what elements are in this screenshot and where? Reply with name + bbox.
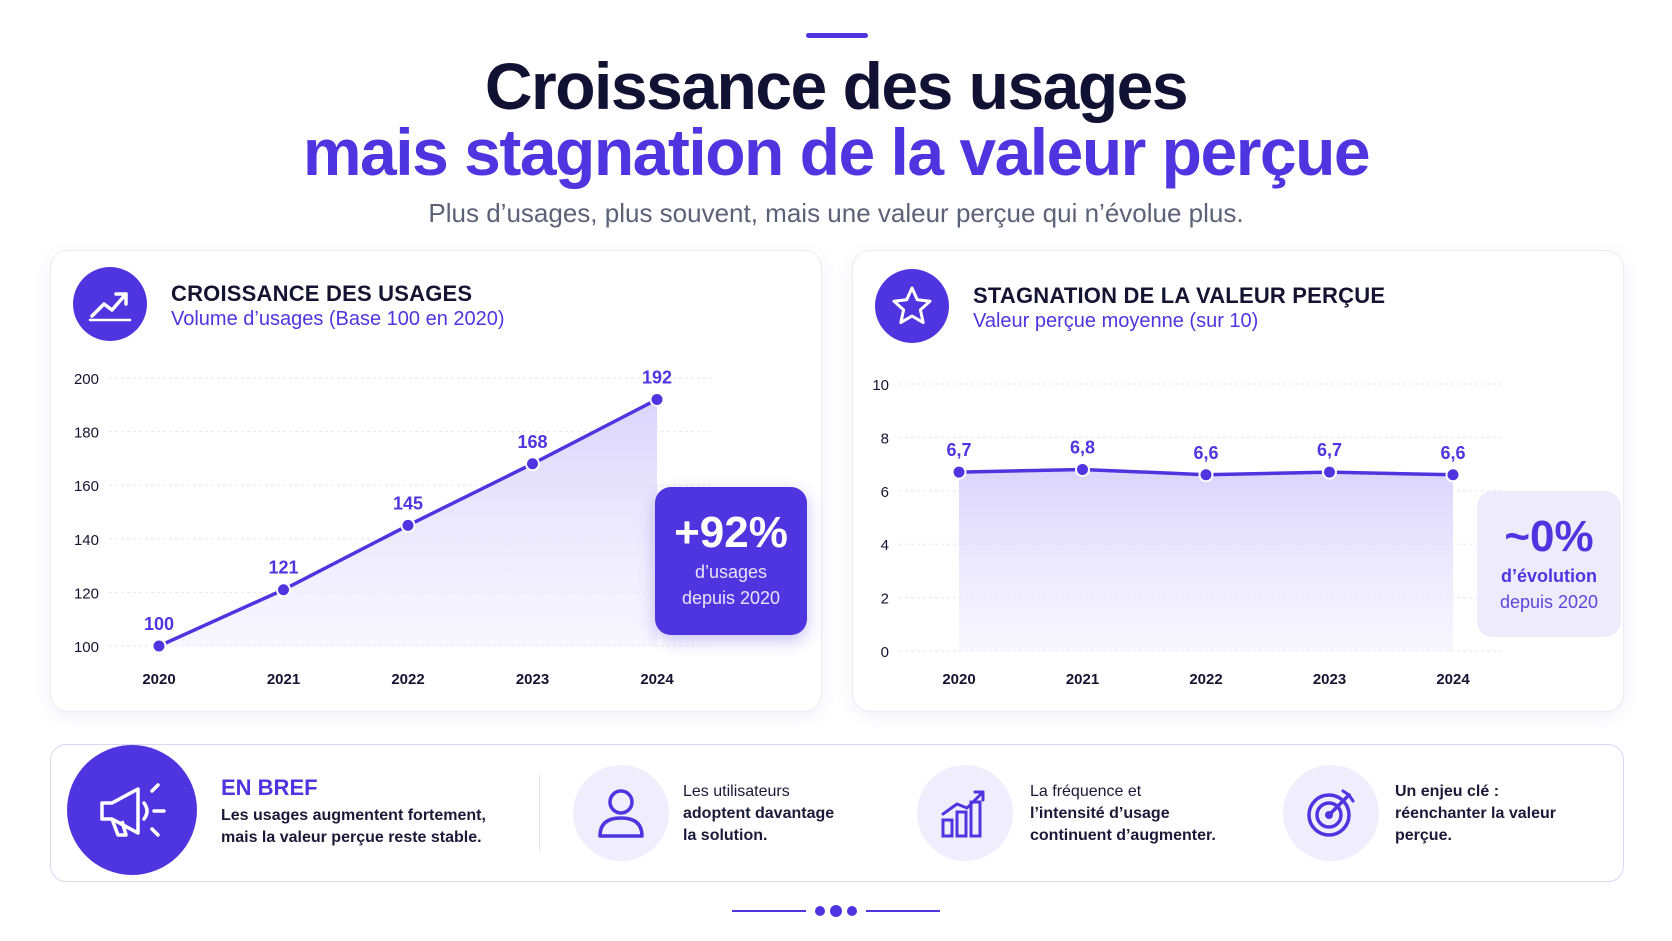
- value-x-tick-label: 2022: [1189, 671, 1222, 688]
- value-stat-label-2: depuis 2020: [1499, 592, 1599, 612]
- usage-y-tick-label: 180: [74, 425, 99, 442]
- usage-stat-label-2: depuis 2020: [681, 588, 781, 608]
- usage-y-tick-label: 140: [74, 532, 99, 549]
- value-data-label: 6,6: [1440, 443, 1465, 463]
- usage-stat-label-1: d’usages: [694, 562, 768, 582]
- trending-up-icon: [73, 267, 147, 341]
- usage-data-point: [525, 456, 540, 472]
- usage-data-point: [649, 391, 665, 407]
- value-line-chart: 0 2 4 6 8 10 6,7 2020 6,8 2021 6,6 2022 6,7 2023 6,6 20…: [872, 377, 1503, 688]
- summary-bar: EN BREF Les usages augmentent fortement,…: [50, 744, 1624, 882]
- usage-data-label: 145: [393, 493, 423, 513]
- usage-data-point: [400, 517, 416, 533]
- value-data-label: 6,7: [946, 440, 971, 460]
- summary-point-2: La fréquence et l’intensité d’usage cont…: [1030, 781, 1230, 847]
- page-subtitle: Plus d’usages, plus souvent, mais une va…: [428, 198, 1244, 228]
- value-data-point: [1198, 467, 1214, 483]
- summary-point-2-line1: La fréquence et: [1030, 783, 1142, 800]
- value-y-tick-label: 2: [881, 591, 889, 608]
- page-title-line1: Croissance des usages: [484, 49, 1189, 123]
- usage-data-label: 192: [642, 367, 672, 387]
- value-card-subtitle: Valeur perçue moyenne (sur 10): [973, 310, 1259, 332]
- usage-area-chart: 100 120 140 160 180 200 100 2020 121 2021 145 2022 1…: [74, 367, 711, 688]
- summary-point-3-line2: réenchanter la valeur: [1395, 805, 1556, 822]
- megaphone-icon: [67, 745, 197, 875]
- target-icon: [1283, 765, 1379, 861]
- summary-divider: [539, 775, 540, 851]
- value-x-tick-label: 2021: [1066, 671, 1099, 688]
- value-y-tick-label: 0: [881, 644, 889, 661]
- value-data-point: [951, 464, 967, 480]
- usage-x-tick-label: 2023: [516, 671, 549, 688]
- value-x-tick-label: 2023: [1313, 671, 1346, 688]
- user-icon: [573, 765, 669, 861]
- usage-x-tick-label: 2020: [142, 671, 175, 688]
- summary-point-1-line1: Les utilisateurs: [683, 783, 790, 800]
- value-y-tick-label: 10: [872, 377, 889, 394]
- star-icon: [875, 269, 949, 343]
- usage-stat-value: +92%: [674, 508, 788, 557]
- usage-y-tick-label: 120: [74, 585, 99, 602]
- value-data-label: 6,8: [1070, 437, 1095, 457]
- value-data-label: 6,6: [1193, 443, 1218, 463]
- summary-title: EN BREF: [221, 775, 318, 800]
- value-stat-badge: ~0% d’évolution depuis 2020: [1477, 491, 1621, 637]
- summary-point-3: Un enjeu clé : réenchanter la valeur per…: [1395, 781, 1595, 847]
- value-y-tick-label: 6: [881, 484, 889, 501]
- usage-x-tick-label: 2024: [640, 671, 674, 688]
- bar-chart-growth-icon: [917, 765, 1013, 861]
- usage-y-tick-label: 100: [74, 639, 99, 656]
- summary-point-3-line1: Un enjeu clé :: [1395, 783, 1500, 800]
- value-stat-label-1: d’évolution: [1501, 566, 1597, 586]
- usage-data-label: 168: [517, 432, 547, 452]
- bottom-decoration: [732, 905, 940, 917]
- summary-point-1-line2: adoptent davantage: [683, 805, 835, 822]
- value-data-point: [1445, 467, 1461, 483]
- usage-stat-badge: +92% d’usages depuis 2020: [655, 487, 807, 635]
- usage-data-label: 121: [268, 558, 298, 578]
- usage-x-tick-label: 2022: [391, 671, 424, 688]
- value-stat-value: ~0%: [1504, 512, 1594, 561]
- value-y-tick-label: 8: [881, 430, 889, 447]
- usage-data-point: [151, 638, 167, 654]
- usage-data-point: [276, 582, 291, 598]
- usage-y-tick-label: 160: [74, 478, 99, 495]
- value-data-point: [1075, 461, 1090, 477]
- usage-growth-card: CROISSANCE DES USAGES Volume d’usages (B…: [50, 250, 822, 712]
- value-data-point: [1322, 464, 1337, 480]
- usage-card-title: CROISSANCE DES USAGES: [171, 281, 473, 306]
- summary-point-1: Les utilisateurs adoptent davantage la s…: [683, 781, 883, 847]
- value-area: [959, 469, 1453, 651]
- summary-text: Les usages augmentent fortement, mais la…: [221, 807, 486, 846]
- usage-data-label: 100: [144, 614, 174, 634]
- summary-point-2-line3: continuent d’augmenter.: [1030, 827, 1216, 844]
- usage-y-tick-label: 200: [74, 371, 99, 388]
- value-card-title: STAGNATION DE LA VALEUR PERÇUE: [973, 283, 1386, 308]
- summary-point-1-line3: la solution.: [683, 827, 768, 844]
- value-y-tick-label: 4: [881, 537, 889, 554]
- summary-point-3-line3: perçue.: [1395, 827, 1452, 844]
- page-title-line2: mais stagnation de la valeur perçue: [302, 115, 1371, 189]
- usage-x-tick-label: 2021: [267, 671, 300, 688]
- value-data-label: 6,7: [1317, 440, 1342, 460]
- perceived-value-card: STAGNATION DE LA VALEUR PERÇUE Valeur pe…: [852, 250, 1624, 712]
- usage-card-subtitle: Volume d’usages (Base 100 en 2020): [171, 308, 505, 330]
- top-accent-dash: [806, 33, 868, 38]
- summary-point-2-line2: l’intensité d’usage: [1030, 805, 1170, 822]
- value-x-tick-label: 2024: [1436, 671, 1470, 688]
- usage-area: [159, 399, 657, 646]
- value-x-tick-label: 2020: [942, 671, 975, 688]
